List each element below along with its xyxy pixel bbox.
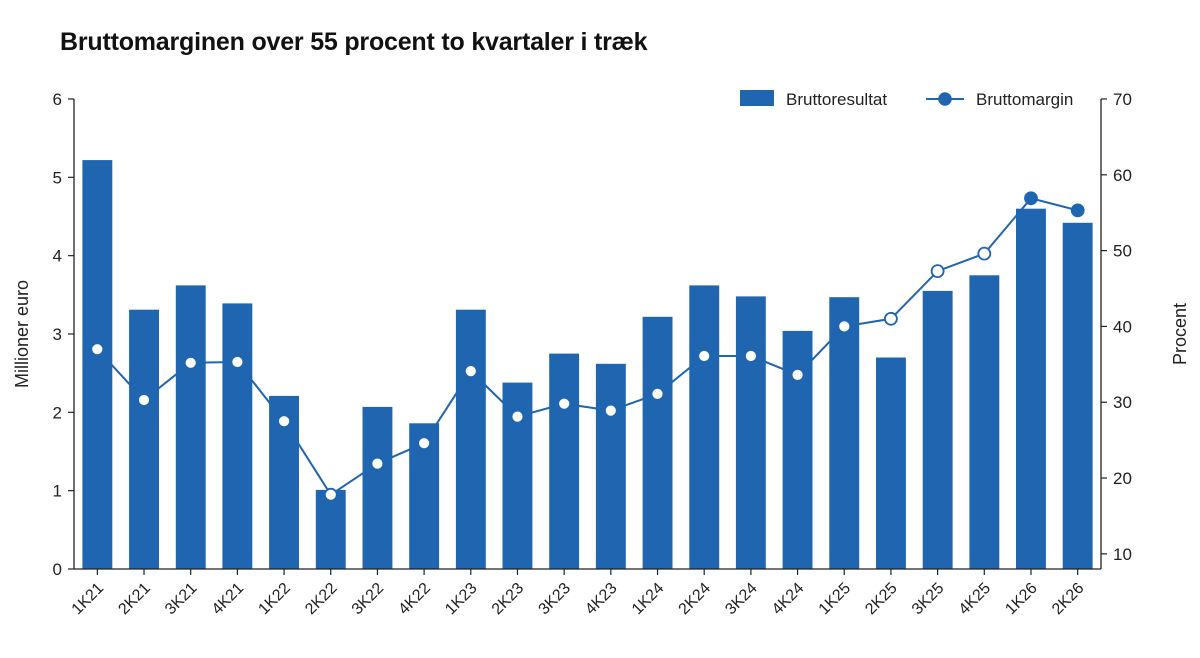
margin-point-1K25 [837,319,852,334]
legend-line-label: Bruttomargin [976,90,1073,109]
y-right-tick-label: 70 [1113,90,1132,109]
x-tick-label: 4K21 [209,580,248,619]
bar-4K25 [969,275,1000,570]
bar-3K23 [549,353,580,569]
bar-3K21 [175,285,206,569]
x-tick-label: 2K21 [115,580,154,619]
bar-1K26 [1016,208,1046,569]
bar-1K21 [82,160,113,569]
margin-point-2K24 [697,349,712,363]
margin-point-2K23 [510,409,525,424]
bar-2K25 [876,357,906,569]
margin-point-3K23 [557,396,572,411]
margin-point-1K22 [277,414,292,429]
margin-point-4K23 [603,403,618,418]
legend-bar-swatch [740,90,774,106]
x-tick-label: 3K25 [909,580,948,619]
y-left-tick-label: 6 [53,90,62,109]
y-right-tick-label: 50 [1113,242,1132,261]
margin-point-1K26 [1024,191,1038,206]
x-tick-label: 2K22 [302,580,341,619]
legend-bar-label: Bruttoresultat [786,90,887,109]
margin-point-3K25 [930,264,945,279]
bar-3K22 [362,406,393,569]
bar-1K24 [642,316,673,569]
bar-4K24 [782,330,813,569]
bar-1K25 [829,297,860,569]
y-left-axis-title: Millioner euro [12,280,32,388]
bar-4K23 [595,363,626,569]
x-tick-label: 3K23 [536,580,575,619]
line-layer [90,191,1085,502]
x-tick-label: 2K23 [489,580,528,619]
x-tick-label: 2K25 [862,580,901,619]
margin-point-2K21 [137,393,151,407]
y-left-tick-label: 4 [53,247,62,266]
margin-point-2K25 [884,311,898,326]
x-tick-label: 1K23 [442,580,481,619]
x-tick-label: 4K23 [582,580,621,619]
bar-3K25 [922,290,953,569]
x-tick-label: 4K25 [956,580,995,619]
margin-point-1K24 [650,386,665,401]
x-tick-label: 3K24 [722,580,761,619]
y-left-tick-label: 1 [53,482,62,501]
legend-line-marker [938,92,952,106]
bar-2K21 [129,309,159,569]
x-tick-label: 1K22 [255,580,294,619]
x-tick-label: 4K22 [395,580,434,619]
x-tick-label: 4K24 [769,580,808,619]
margin-point-1K21 [90,342,105,357]
margin-line [96,197,1078,497]
y-left-tick-label: 3 [53,325,62,344]
x-tick-label: 1K24 [629,580,668,619]
margin-point-2K26 [1070,203,1085,218]
margin-point-4K21 [230,355,245,369]
margin-point-4K22 [417,436,432,451]
bar-2K24 [689,285,720,569]
bar-2K22 [315,489,346,569]
y-right-tick-label: 30 [1113,393,1132,412]
x-tick-label: 2K26 [1049,580,1088,619]
margin-point-2K22 [323,487,338,502]
y-left-tick-label: 0 [53,560,62,579]
x-tick-label: 3K22 [349,580,388,619]
y-right-axis-title: Procent [1170,303,1190,365]
x-tick-label: 3K21 [162,580,201,619]
chart-title: Bruttomarginen over 55 procent to kvarta… [60,28,648,56]
margin-point-3K21 [183,355,198,370]
bars-layer [82,160,1093,570]
margin-point-4K25 [977,246,992,261]
bar-3K24 [735,296,766,569]
y-right-tick-label: 60 [1113,166,1132,185]
bar-4K21 [222,303,253,569]
x-tick-label: 1K26 [1002,580,1041,619]
y-right-tick-label: 20 [1113,469,1132,488]
bar-2K26 [1062,222,1093,570]
x-tick-label: 2K24 [676,580,715,619]
x-tick-label: 1K25 [816,580,855,619]
y-left-tick-label: 2 [53,403,62,422]
y-left-tick-label: 5 [53,168,62,187]
margin-point-1K23 [463,364,478,379]
y-right-tick-label: 40 [1113,317,1132,336]
margin-point-4K24 [790,367,805,382]
x-tick-label: 1K21 [69,580,108,619]
margin-point-3K24 [744,349,758,363]
margin-point-3K22 [370,456,385,471]
legend-layer: Bruttoresultat Bruttomargin [740,90,1073,109]
y-right-tick-label: 10 [1113,545,1132,564]
bar-1K23 [455,309,486,569]
